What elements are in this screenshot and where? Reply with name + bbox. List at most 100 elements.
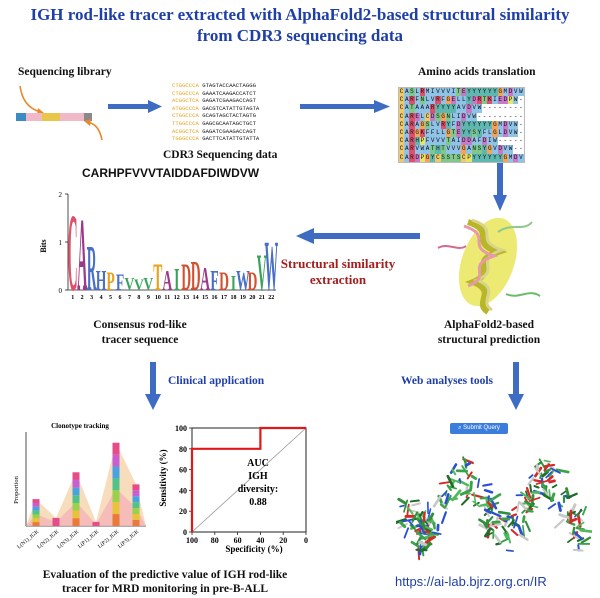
aa-residue: R [409, 120, 415, 129]
aa-residue: R [435, 96, 441, 105]
logo-position-label: 9 [147, 295, 150, 301]
aa-residue: T [450, 128, 457, 138]
logo-position-label: 17 [221, 295, 227, 301]
clonotype-bar-segment [72, 495, 80, 503]
logo-y-tick-label: 0 [59, 287, 63, 295]
aa-residue: W [513, 120, 519, 129]
logo-letter-12: I [174, 263, 179, 298]
aa-residue: M [497, 120, 503, 129]
logo-letter-glyph: F [116, 270, 124, 296]
clonotype-category-label: L(P3)_IGK [116, 528, 140, 550]
aa-residue: L [461, 96, 467, 105]
logo-letter-6: F [116, 270, 124, 296]
clonotype-bar-segment [32, 506, 40, 511]
aa-residue: D [430, 112, 436, 121]
fragment-segment-grey [84, 113, 92, 121]
logo-letter-glyph: I [174, 263, 179, 298]
aa-residue: Y [466, 120, 472, 129]
aa-residue: V [440, 137, 446, 146]
aa-residue: C [399, 145, 405, 154]
aa-residue: - [513, 104, 519, 113]
roc-chart: Sensitivity (%) Specificity (%) 0 20 40 60 8… [158, 424, 308, 554]
web-tool-url[interactable]: https://ai-lab.bjrz.org.cn/IR [395, 574, 547, 589]
logo-y-tick-label: 2 [59, 191, 63, 199]
extraction-line: extraction [309, 272, 367, 287]
evaluation-caption-line-2: tracer for MRD monitoring in pre-B-ALL [61, 583, 268, 595]
aa-residue: - [502, 112, 508, 121]
aa-residue: G [461, 145, 467, 154]
clonotype-bar-segment [32, 514, 40, 519]
aa-residue: D [497, 145, 503, 154]
aa-residue: - [518, 104, 524, 113]
aa-residue: C [435, 153, 441, 162]
aa-residue: L [440, 128, 446, 138]
logo-position-label: 3 [90, 295, 93, 301]
logo-letter-glyph: V [143, 274, 153, 294]
roc-annotation-line: diversity: [238, 484, 279, 495]
logo-position-label: 4 [100, 295, 103, 301]
alphafold-caption-line-1: AlphaFold2-based [443, 319, 535, 331]
aa-residue: V [414, 145, 420, 154]
fragment-segment-blue [16, 113, 26, 121]
logo-letter-glyph: D [219, 266, 229, 296]
aa-residue: Y [497, 153, 503, 162]
logo-position-label: 13 [183, 295, 189, 301]
clonotype-bar-segment [32, 502, 40, 507]
logo-letter-glyph: A [77, 197, 87, 310]
logo-letter-glyph: D [191, 252, 201, 299]
roc-curve [190, 426, 306, 532]
logo-letter-7: V [125, 274, 135, 294]
sequence-prefix: CTGGCCCA [172, 112, 199, 120]
aa-residue: C [399, 120, 405, 129]
structural-similarity-extraction: Structural similarity extraction [268, 256, 408, 288]
clonotype-bar-segment [132, 508, 140, 515]
aa-residue: W [507, 145, 514, 154]
aa-residue: R [409, 112, 415, 121]
aa-residue: - [518, 96, 524, 105]
logo-letter-glyph: W [264, 227, 278, 306]
clonotype-category-label: L(P1)_IGK [76, 528, 100, 550]
roc-annotation-line: 0.88 [249, 497, 267, 508]
aa-residue: N [471, 145, 477, 154]
roc-x-axis-label: Specificity (%) [225, 544, 282, 554]
aa-residue: A [424, 145, 431, 154]
clonotype-bar-segment [132, 490, 140, 497]
aa-residue: S [440, 153, 446, 162]
aa-residue: Y [487, 120, 493, 129]
aa-residue: Y [487, 88, 493, 97]
roc-y-tick-label: 100 [175, 424, 187, 433]
clonotype-bar [32, 499, 40, 526]
logo-letter-glyph: V [257, 245, 267, 302]
clinical-application-label: Clinical application [168, 375, 265, 387]
evaluation-caption-line-1: Evaluation of the predictive value of IG… [42, 569, 288, 581]
logo-letter-glyph: A [200, 260, 210, 298]
clonotype-bar-segment [72, 518, 80, 526]
aa-residue: I [487, 137, 493, 146]
aa-residue: G [492, 128, 498, 138]
aa-residue: - [497, 112, 503, 121]
roc-x-tick-label: 80 [211, 536, 219, 545]
aa-residue: A [404, 137, 410, 146]
aa-residue: L [424, 96, 431, 105]
aa-residue: L [497, 128, 503, 138]
submit-query-button[interactable]: ⌕ Submit Query [450, 423, 508, 434]
aa-residue: Y [476, 120, 482, 129]
aa-residue: G [502, 153, 508, 162]
aa-residue: T [482, 96, 488, 105]
clonotype-bar [92, 521, 100, 526]
aa-residue: W [513, 96, 519, 105]
aa-residue: E [456, 128, 462, 138]
logo-y-tick-label: 1 [59, 239, 63, 247]
arrow-aa-to-alphafold [493, 163, 507, 211]
sequence-prefix: ACGGCTCA [172, 97, 199, 105]
aa-residue: S [456, 153, 462, 162]
aa-residue: - [518, 112, 524, 121]
arrow-structure-to-logo [296, 228, 420, 244]
aa-residue: F [476, 137, 482, 146]
aa-residue: V [466, 112, 472, 121]
aa-residue: A [414, 120, 420, 129]
aa-residue: - [518, 145, 524, 154]
logo-position-label: 11 [164, 295, 170, 301]
clonotype-bar-segment [32, 518, 40, 523]
